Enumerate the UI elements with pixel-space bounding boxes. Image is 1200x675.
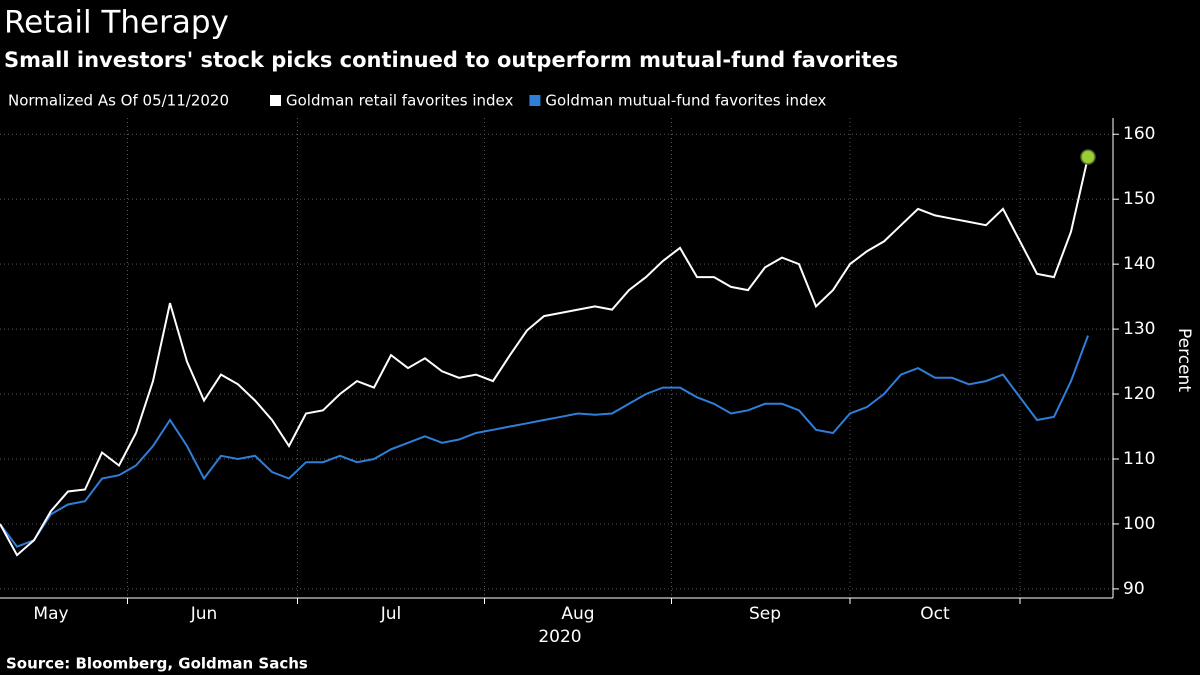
- legend-swatch: [270, 95, 281, 106]
- chart-title: Retail Therapy: [4, 5, 229, 41]
- legend-swatch: [529, 95, 541, 106]
- source: Source: Bloomberg, Goldman Sachs: [6, 655, 308, 673]
- y-tick-label: 160: [1123, 124, 1155, 144]
- y-tick-label: 140: [1123, 254, 1155, 274]
- y-tick-label: 90: [1123, 579, 1145, 599]
- x-tick-label: Oct: [920, 604, 950, 624]
- y-tick-label: 150: [1123, 189, 1155, 209]
- y-tick-label: 120: [1123, 384, 1155, 404]
- x-axis-label: 2020: [538, 627, 581, 647]
- x-tick-label: Sep: [749, 604, 781, 624]
- x-tick-label: Jun: [190, 604, 218, 624]
- series-line: [0, 335, 1089, 548]
- x-tick-label: Jul: [380, 604, 402, 624]
- chart-subtitle: Small investors' stock picks continued t…: [4, 48, 898, 72]
- legend-label: Goldman retail favorites index: [286, 92, 514, 110]
- legend-note: Normalized As Of 05/11/2020: [8, 92, 229, 110]
- x-tick-label: Aug: [561, 604, 594, 624]
- series-line: [0, 156, 1089, 557]
- x-tick-label: May: [33, 604, 68, 624]
- y-axis-label: Percent: [1174, 328, 1194, 392]
- highlight-marker: [1080, 149, 1096, 165]
- y-tick-label: 130: [1123, 319, 1155, 339]
- y-tick-label: 110: [1123, 449, 1155, 469]
- y-tick-label: 100: [1123, 514, 1155, 534]
- legend-label: Goldman mutual-fund favorites index: [545, 92, 826, 110]
